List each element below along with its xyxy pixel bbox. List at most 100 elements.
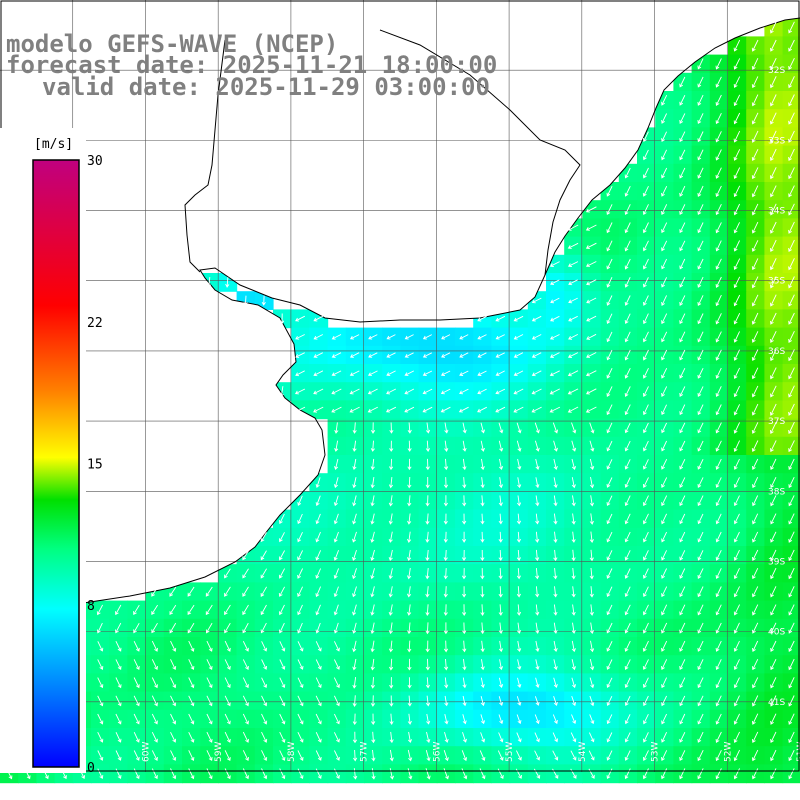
wind-arrow xyxy=(462,677,467,689)
wind-arrow xyxy=(313,370,324,377)
wind-arrow xyxy=(549,370,560,377)
wind-arrow xyxy=(770,749,777,762)
wind-arrow xyxy=(297,695,304,707)
wind-arrow xyxy=(661,550,668,561)
wind-arrow xyxy=(498,640,504,653)
wind-arrow xyxy=(769,276,777,289)
wind-arrow xyxy=(624,568,631,579)
wind-arrow xyxy=(661,750,668,762)
wind-arrow xyxy=(115,622,122,634)
wind-arrow xyxy=(733,677,740,689)
wind-arrow xyxy=(751,749,759,762)
wind-arrow xyxy=(531,370,542,377)
wind-arrow xyxy=(224,568,231,579)
wind-arrow xyxy=(733,622,740,634)
wind-arrow xyxy=(770,586,777,598)
colorbar-unit: [m/s] xyxy=(34,137,73,152)
wind-arrow xyxy=(535,604,540,616)
wind-arrow xyxy=(733,440,741,452)
wind-arrow xyxy=(461,768,468,780)
wind-arrow xyxy=(513,406,524,413)
wind-arrow xyxy=(459,388,469,395)
wind-arrow xyxy=(788,385,795,398)
wind-arrow xyxy=(352,622,357,634)
wind-arrow xyxy=(715,113,722,125)
wind-arrow xyxy=(331,352,342,358)
wind-arrow xyxy=(170,732,177,743)
wind-arrow xyxy=(531,315,542,322)
wind-arrow xyxy=(586,297,597,304)
wind-arrow xyxy=(589,477,595,489)
wind-arrow xyxy=(661,313,668,325)
wind-arrow xyxy=(770,677,777,689)
wind-arrow xyxy=(568,279,578,286)
wind-arrow xyxy=(531,406,542,413)
wind-arrow xyxy=(585,242,597,249)
wind-arrow xyxy=(567,242,579,249)
wind-arrow xyxy=(715,185,722,198)
wind-arrow xyxy=(697,531,704,543)
wind-arrow xyxy=(443,586,448,598)
lat-lon-gridlines xyxy=(0,0,800,772)
wind-arrow xyxy=(315,713,322,725)
wind-arrow xyxy=(260,622,267,634)
wind-arrow xyxy=(751,349,759,362)
wind-arrow xyxy=(733,531,740,543)
wind-arrow xyxy=(406,549,412,562)
wind-arrow xyxy=(115,695,122,707)
wind-arrow xyxy=(661,695,668,707)
wind-arrow xyxy=(733,513,740,525)
wind-arrow xyxy=(733,731,741,744)
wind-arrow xyxy=(679,149,686,161)
wind-arrow xyxy=(697,76,704,88)
wind-arrow xyxy=(333,568,340,579)
wind-arrow xyxy=(733,185,741,198)
wind-arrow xyxy=(697,422,704,434)
wind-arrow xyxy=(567,352,579,358)
wind-arrow xyxy=(770,203,777,216)
wind-arrow xyxy=(480,422,486,434)
wind-arrow xyxy=(715,659,722,671)
wind-arrow xyxy=(534,440,540,452)
wind-arrow xyxy=(480,604,485,616)
wind-arrow xyxy=(386,334,396,340)
wind-arrow xyxy=(552,768,559,779)
wind-arrow xyxy=(642,550,649,561)
wind-arrow xyxy=(733,768,741,780)
wind-arrow xyxy=(388,568,393,580)
wind-arrow xyxy=(352,440,357,452)
wind-arrow xyxy=(224,640,231,652)
wind-arrow xyxy=(516,696,522,706)
wind-arrow xyxy=(444,658,449,671)
wind-arrow xyxy=(697,622,704,634)
wind-arrow xyxy=(352,677,357,689)
wind-arrow xyxy=(206,677,213,689)
longitude-label: 52W xyxy=(723,742,733,762)
wind-arrow xyxy=(661,568,668,579)
wind-arrow xyxy=(697,258,704,270)
wind-arrow xyxy=(585,388,597,395)
wind-arrow xyxy=(517,677,522,689)
wind-arrow xyxy=(679,550,686,561)
wind-arrow xyxy=(661,677,668,689)
wind-arrow xyxy=(425,477,430,489)
wind-arrow xyxy=(260,532,267,543)
wind-arrow xyxy=(769,167,777,180)
latitude-label: 33S xyxy=(768,136,785,146)
wind-arrow xyxy=(715,750,722,762)
wind-arrow xyxy=(715,313,722,325)
wind-arrow xyxy=(751,568,759,580)
coastline-path xyxy=(0,17,800,621)
wind-arrow xyxy=(297,568,304,579)
wind-arrow xyxy=(571,604,576,616)
wind-arrow xyxy=(679,459,686,470)
wind-arrow xyxy=(661,167,668,179)
wind-arrow xyxy=(458,406,469,413)
wind-arrow xyxy=(715,222,722,234)
wind-arrow xyxy=(769,130,777,143)
wind-arrow xyxy=(313,334,324,340)
wind-arrow xyxy=(315,677,322,689)
wind-arrow xyxy=(715,422,722,434)
wind-arrow xyxy=(425,513,430,525)
wind-arrow xyxy=(444,731,449,743)
